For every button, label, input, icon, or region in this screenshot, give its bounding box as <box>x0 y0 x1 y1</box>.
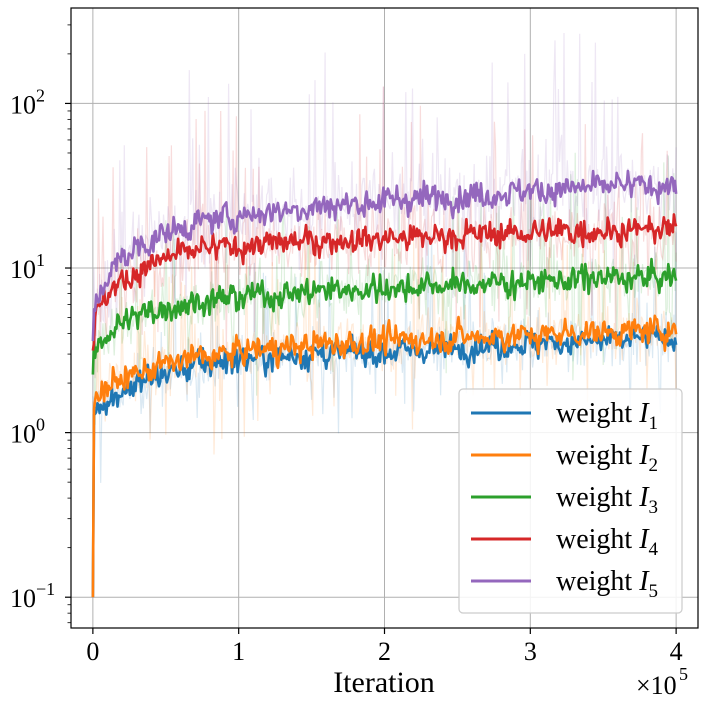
legend-label: weight I2 <box>556 440 658 476</box>
legend-label: weight I3 <box>556 482 658 518</box>
series-band-4 <box>92 86 677 379</box>
series-lines <box>91 169 678 598</box>
x-tick-label: 4 <box>670 637 683 666</box>
legend: weight I1 weight I2 weight I3 weight I4 weig… <box>458 388 683 614</box>
x-axis-label: Iteration <box>333 666 435 699</box>
legend-item-4: weight I4 <box>471 524 659 560</box>
x-scale-base: ×10 <box>636 671 677 700</box>
y-tick-exponent: 0 <box>36 415 45 435</box>
y-tick-base: 10 <box>10 420 36 449</box>
y-tick-base: 10 <box>10 584 36 613</box>
y-tick-exponent: 2 <box>36 85 45 105</box>
series-line-3 <box>91 257 678 375</box>
y-tick-label: 101 <box>10 250 45 284</box>
legend-item-3: weight I3 <box>471 482 658 518</box>
x-axis: 0 1 2 3 4 <box>86 628 683 666</box>
legend-label: weight I4 <box>556 524 659 560</box>
x-tick-label: 3 <box>524 637 537 666</box>
series-line-5 <box>91 169 678 342</box>
series-line-4 <box>91 213 678 351</box>
series-line-1 <box>91 323 678 598</box>
y-tick-base: 10 <box>10 255 36 284</box>
y-tick-label: 100 <box>10 415 45 449</box>
x-tick-label: 0 <box>86 637 99 666</box>
legend-item-2: weight I2 <box>471 440 658 476</box>
y-tick-exponent: 1 <box>36 250 45 270</box>
x-tick-label: 1 <box>232 637 245 666</box>
legend-label: weight I1 <box>556 398 658 434</box>
legend-item-1: weight I1 <box>471 398 658 434</box>
y-tick-base: 10 <box>10 90 36 119</box>
y-tick-exponent: −1 <box>36 579 55 599</box>
legend-item-5: weight I5 <box>471 566 658 602</box>
x-tick-label: 2 <box>378 637 391 666</box>
legend-label: weight I5 <box>556 566 658 602</box>
y-tick-label: 10−1 <box>10 579 55 613</box>
x-scale-exponent: 5 <box>679 664 688 684</box>
legend-box <box>458 388 683 614</box>
series-band-3 <box>92 152 677 425</box>
x-axis-scale-factor: ×10 5 <box>636 664 688 700</box>
y-tick-label: 102 <box>10 85 45 119</box>
series-line-2 <box>91 314 678 598</box>
